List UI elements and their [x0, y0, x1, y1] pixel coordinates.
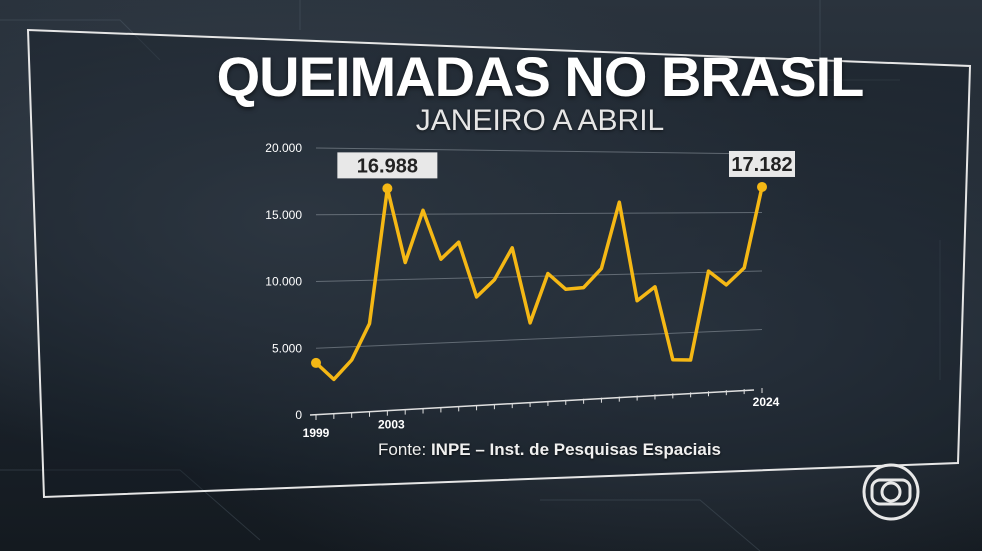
x-axis-line — [309, 389, 755, 416]
x-tick-label: 1999 — [303, 426, 330, 440]
data-point — [311, 357, 321, 368]
callout-label: 17.182 — [731, 154, 792, 176]
globo-logo-icon — [862, 463, 920, 521]
callout-box — [337, 152, 438, 179]
axes — [309, 389, 755, 416]
callout-box — [729, 150, 795, 177]
x-tick-label: 2024 — [753, 395, 780, 409]
x-axis-ticks: 1999 2003 2024 — [303, 388, 780, 440]
callout-label: 16.988 — [357, 155, 418, 177]
y-tick-label: 0 — [295, 408, 302, 422]
gridlines — [315, 147, 763, 349]
callouts: 16.988 17.182 — [337, 150, 795, 179]
y-axis-ticks: 0 5.000 10.000 15.000 20.000 — [265, 141, 302, 422]
y-tick-label: 10.000 — [265, 275, 302, 289]
gridline — [315, 147, 763, 155]
source-name: INPE – Inst. de Pesquisas Espaciais — [430, 440, 722, 459]
page-title: QUEIMADAS NO BRASIL — [216, 45, 865, 108]
source-note: Fonte: INPE – Inst. de Pesquisas Espacia… — [378, 440, 721, 460]
data-point — [757, 181, 767, 192]
source-prefix: Fonte: — [378, 440, 427, 459]
data-series — [311, 181, 767, 382]
page-subtitle: JANEIRO A ABRIL — [415, 104, 665, 137]
data-point — [382, 183, 393, 194]
y-tick-label: 5.000 — [272, 341, 302, 355]
y-tick-label: 20.000 — [265, 141, 302, 155]
gridline — [315, 329, 763, 349]
gridline — [315, 270, 763, 282]
gridline — [315, 212, 763, 216]
x-tick-label: 2003 — [378, 418, 405, 432]
series-line — [314, 186, 764, 382]
chart-panel — [26, 28, 972, 499]
y-tick-label: 15.000 — [265, 208, 302, 222]
